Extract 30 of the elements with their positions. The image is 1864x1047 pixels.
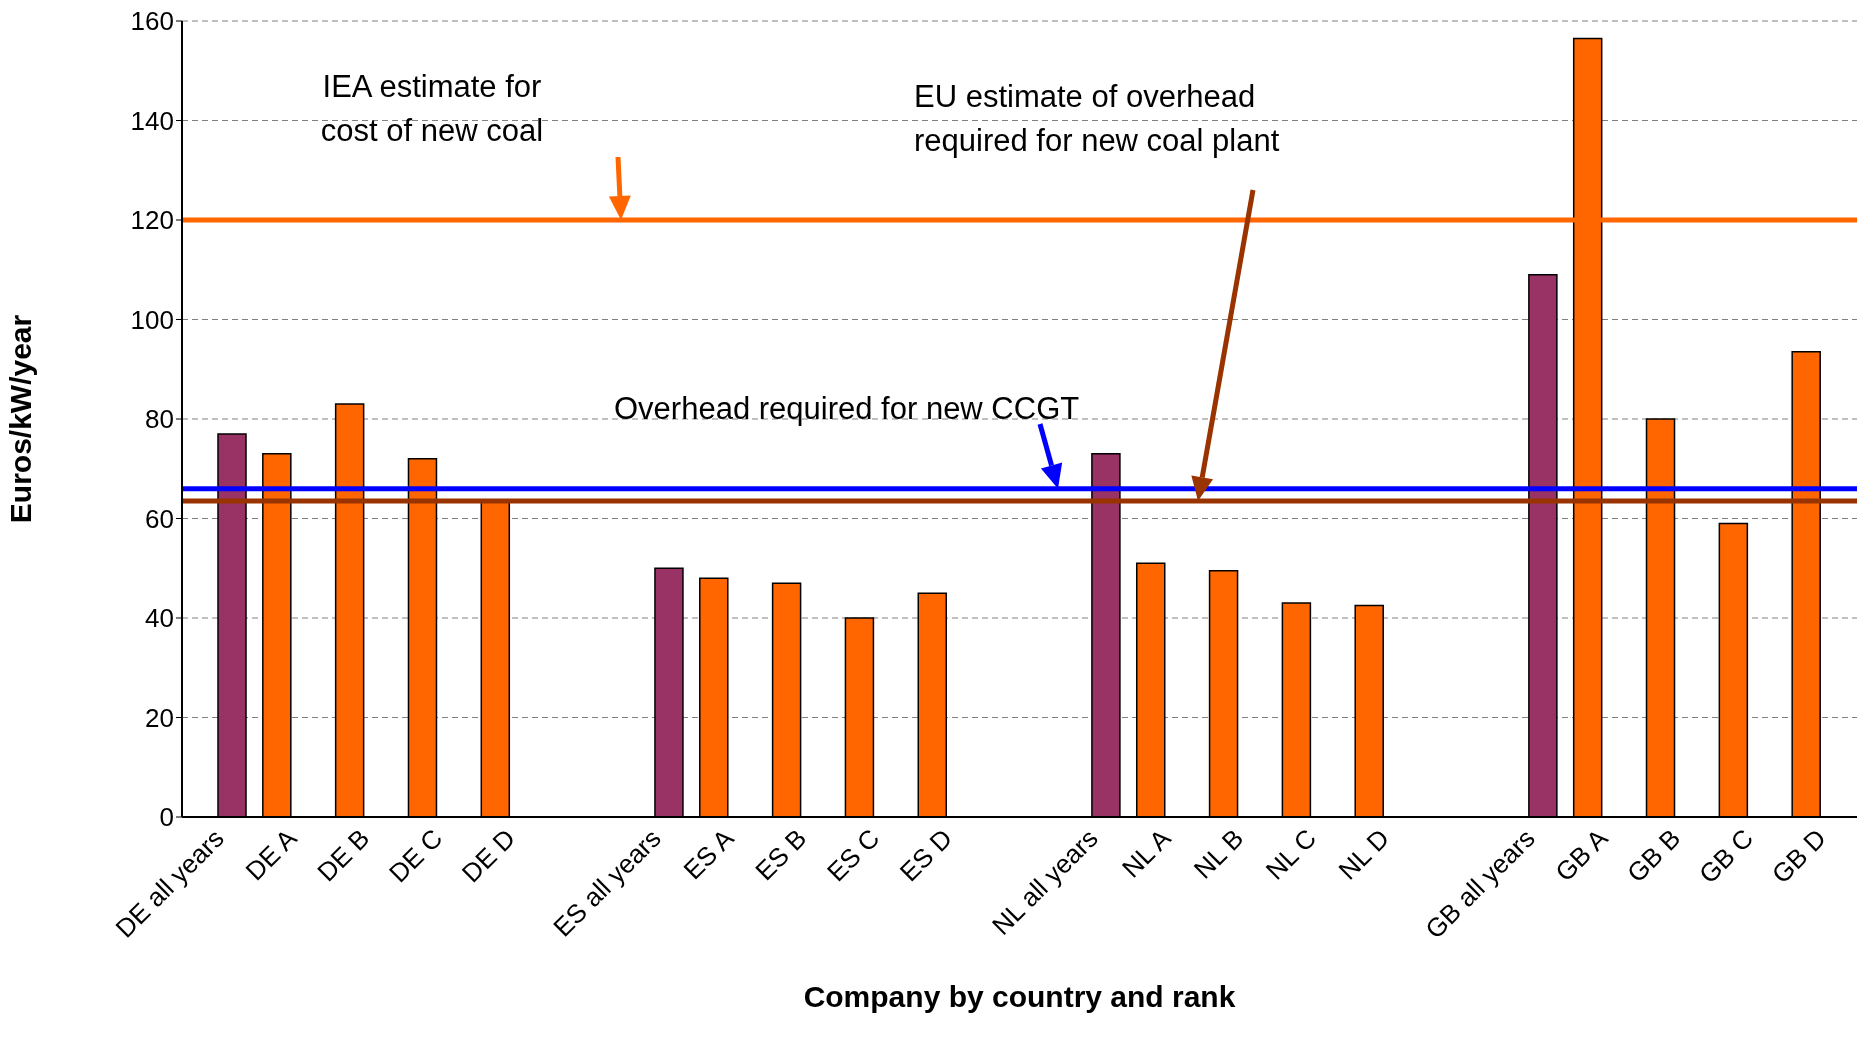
x-tick-label: NL D	[1332, 823, 1395, 886]
y-tick-label: 0	[159, 802, 174, 833]
x-tick-label: GB A	[1549, 822, 1614, 888]
annotation: Overhead required for new CCGT	[614, 391, 1080, 426]
x-tick-label: GB D	[1765, 823, 1832, 890]
x-tick-label: ES A	[677, 822, 740, 886]
y-tick-label: 60	[145, 503, 174, 534]
y-axis-title: Euros/kW/year	[3, 314, 37, 524]
y-tick-label: 100	[130, 304, 174, 335]
x-tick-label: ES B	[749, 823, 813, 887]
y-tick-label: 20	[145, 702, 174, 733]
x-tick-label: DE C	[383, 823, 449, 889]
y-tick-label: 160	[130, 6, 174, 37]
x-tick-label: NL A	[1116, 822, 1177, 884]
y-tick-label: 80	[145, 404, 174, 435]
x-tick-label: DE D	[455, 823, 522, 889]
x-axis-title: Company by country and rank	[803, 980, 1236, 1013]
x-tick-label: ES C	[821, 823, 886, 888]
y-tick-label: 140	[130, 105, 174, 136]
y-tick-label: 120	[130, 205, 174, 236]
x-tick-label: ES D	[893, 823, 958, 888]
x-tick-label: DE B	[311, 823, 376, 888]
annotation: EU estimate of overhead required for new coal plant	[914, 79, 1280, 158]
annotation: IEA estimate for cost of new coal	[320, 69, 544, 148]
x-tick-label: NL C	[1259, 823, 1323, 886]
x-tick-label: GB C	[1692, 823, 1760, 890]
x-tick-label: NL B	[1187, 823, 1250, 885]
y-tick-label: 40	[145, 603, 174, 634]
x-tick-label: DE A	[239, 822, 304, 887]
x-tick-label: GB B	[1621, 823, 1687, 889]
